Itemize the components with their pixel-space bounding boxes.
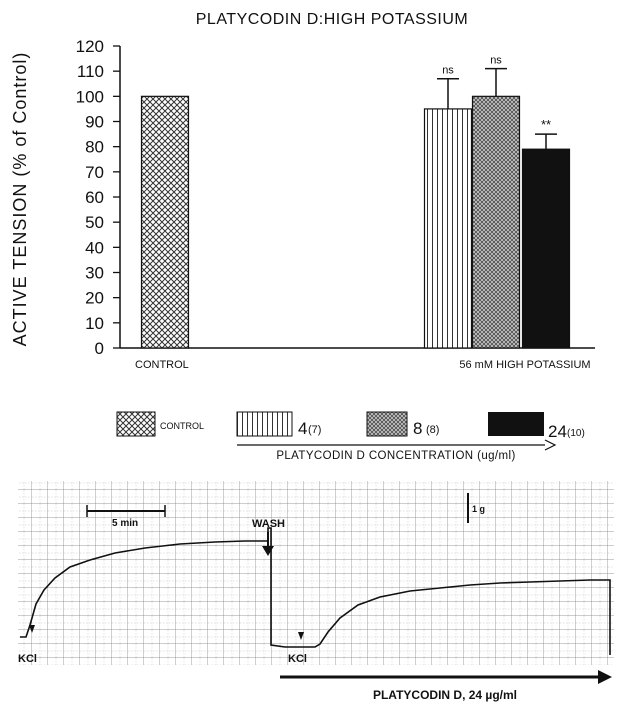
y-tick-label: 110 bbox=[77, 62, 104, 81]
y-tick-label: 30 bbox=[85, 264, 104, 283]
legend-n-8: (8) bbox=[426, 424, 439, 436]
y-tick-label: 0 bbox=[95, 339, 104, 358]
x-category-label-high-potassium: 56 mM HIGH POTASSIUM bbox=[459, 359, 590, 371]
y-axis-ticks: 0 10 20 30 40 50 60 70 80 90 100 110 120 bbox=[76, 37, 120, 358]
legend-label-8: 8 bbox=[413, 419, 422, 438]
concentration-arrow-head bbox=[544, 439, 557, 451]
bar-4 bbox=[423, 108, 473, 349]
wash-arrow-head bbox=[262, 546, 274, 556]
kcl-label-left: KCl bbox=[18, 653, 37, 665]
time-scale-label: 5 min bbox=[112, 518, 138, 529]
y-tick-label: 20 bbox=[85, 289, 104, 308]
legend-swatch-24 bbox=[488, 412, 544, 436]
y-tick-label: 80 bbox=[85, 138, 104, 157]
bar-control bbox=[140, 95, 190, 349]
treatment-arrow-head bbox=[598, 670, 612, 684]
x-category-label-control: CONTROL bbox=[135, 359, 189, 371]
y-tick-label: 50 bbox=[85, 213, 104, 232]
legend: CONTROL 4 (7) 8 (8) 24 (10) PLATYCODIN D… bbox=[116, 411, 585, 462]
y-axis-label: ACTIVE TENSION (% of Control) bbox=[10, 52, 30, 347]
legend-label-control: CONTROL bbox=[160, 421, 204, 431]
significance-label-4: ns bbox=[442, 65, 454, 77]
legend-label-4: 4 bbox=[298, 419, 307, 438]
y-tick-label: 60 bbox=[85, 188, 104, 207]
bar-series: ns ns ** bbox=[140, 55, 571, 349]
legend-swatch-4 bbox=[236, 411, 293, 437]
concentration-label: PLATYCODIN D CONCENTRATION (ug/ml) bbox=[276, 450, 515, 462]
tension-trace-panel: 5 min 1 g KCl KCl WASH PLATYCODIN D, 24 … bbox=[18, 481, 614, 702]
wash-label: WASH bbox=[252, 518, 285, 530]
y-tick-label: 10 bbox=[85, 314, 104, 333]
kcl-label-right: KCl bbox=[288, 653, 307, 665]
y-tick-label: 120 bbox=[76, 37, 104, 56]
y-tick-label: 40 bbox=[85, 238, 104, 257]
force-scale-label: 1 g bbox=[472, 504, 485, 514]
tension-trace-line bbox=[20, 527, 611, 655]
chart-title: PLATYCODIN D:HIGH POTASSIUM bbox=[196, 11, 469, 28]
treatment-label: PLATYCODIN D, 24 µg/ml bbox=[373, 688, 517, 702]
kcl-marker-left bbox=[29, 625, 35, 633]
legend-n-4: (7) bbox=[308, 424, 321, 436]
legend-label-24: 24 bbox=[548, 422, 567, 441]
legend-n-24: (10) bbox=[567, 428, 585, 439]
y-tick-label: 70 bbox=[85, 163, 104, 182]
y-tick-label: 100 bbox=[76, 87, 104, 106]
significance-label-8: ns bbox=[490, 55, 502, 67]
y-tick-label: 90 bbox=[85, 113, 104, 132]
kcl-marker-right bbox=[298, 632, 304, 640]
trace-grid bbox=[18, 481, 614, 665]
bar-24 bbox=[521, 148, 571, 349]
significance-label-24: ** bbox=[541, 117, 551, 132]
bar-8 bbox=[471, 95, 521, 349]
legend-swatch-control bbox=[116, 411, 156, 437]
legend-swatch-8 bbox=[366, 411, 408, 437]
